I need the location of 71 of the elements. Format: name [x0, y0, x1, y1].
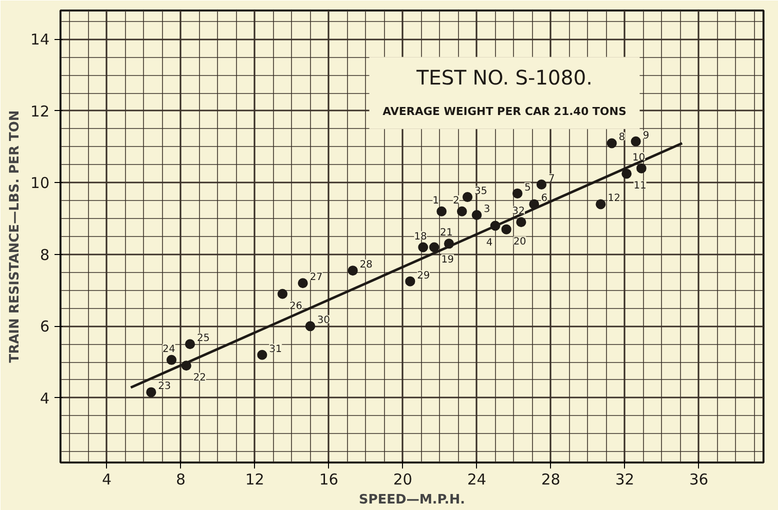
- x-tick-label: 4: [102, 470, 112, 488]
- point: [512, 188, 522, 198]
- point: [536, 179, 546, 190]
- annotation: 25: [197, 333, 210, 344]
- point: [429, 242, 440, 252]
- point: [298, 278, 308, 288]
- annotation: 8: [618, 132, 626, 144]
- annotation: 18: [414, 231, 427, 242]
- y-tick-label: 6: [40, 318, 50, 336]
- annotation: 6: [541, 193, 548, 204]
- annotation: 19: [441, 254, 454, 266]
- annotation: 20: [513, 236, 526, 248]
- annotation: 7: [548, 173, 555, 184]
- annotation: 32: [512, 206, 525, 218]
- text: AVERAGE WEIGHT PER CAR 21.40 TONS: [382, 105, 626, 118]
- y-tick-label: 8: [40, 246, 50, 264]
- y-tick-label: 4: [40, 389, 50, 408]
- point: [501, 224, 512, 234]
- annotation: 23: [158, 381, 171, 392]
- point: [166, 354, 176, 365]
- x-tick-label: 8: [176, 470, 186, 488]
- x-tick-label: 24: [467, 470, 486, 488]
- annotation: 22: [193, 372, 206, 384]
- point: [472, 210, 482, 220]
- annotation: 3: [484, 204, 490, 215]
- annotation: 2: [452, 195, 460, 206]
- x-tick-label: 28: [541, 470, 560, 488]
- text: TEST NO. S-1080.: [416, 65, 592, 90]
- point: [622, 168, 632, 179]
- annotation: 31: [269, 344, 282, 355]
- annotation: 27: [310, 272, 323, 284]
- point: [278, 288, 288, 299]
- x-tick-label: 16: [319, 470, 338, 488]
- x-tick-label: 12: [245, 470, 264, 488]
- point: [257, 350, 268, 360]
- point: [636, 163, 646, 174]
- x-tick-label: 32: [615, 470, 634, 488]
- point: [456, 206, 467, 216]
- annotation: 21: [440, 228, 453, 239]
- point: [516, 217, 526, 228]
- x-tick-label: 36: [689, 470, 708, 488]
- point: [348, 266, 358, 276]
- point: [436, 206, 447, 216]
- annotation: 29: [417, 270, 430, 282]
- annotation: 12: [608, 193, 620, 204]
- annotation: 26: [290, 300, 302, 312]
- point: [418, 242, 428, 252]
- point: [405, 276, 416, 286]
- annotation: 24: [162, 344, 176, 355]
- point: [606, 138, 617, 148]
- point: [596, 199, 606, 210]
- point: [630, 136, 641, 146]
- annotation: 28: [360, 260, 373, 271]
- point: [185, 339, 195, 350]
- annotation: 30: [317, 315, 330, 326]
- point: [146, 387, 156, 398]
- annotation: 10: [632, 152, 646, 164]
- annotation: 1: [432, 195, 439, 206]
- annotation: 11: [634, 180, 646, 192]
- x-axis-title: SPEED—M.P.H.: [358, 492, 466, 508]
- y-tick-label: 10: [30, 174, 50, 192]
- annotation: 5: [524, 182, 531, 194]
- y-tick-label: 14: [30, 30, 50, 49]
- annotation: 4: [486, 238, 493, 249]
- y-axis-title: TRAIN RESISTANCE—LBS. PER TON: [7, 110, 22, 363]
- annotation: 9: [642, 130, 650, 142]
- y-tick-label: 12: [30, 102, 50, 120]
- point: [305, 321, 316, 332]
- x-tick-label: 20: [393, 470, 412, 488]
- point: [462, 192, 472, 202]
- annotation: 35: [474, 186, 488, 198]
